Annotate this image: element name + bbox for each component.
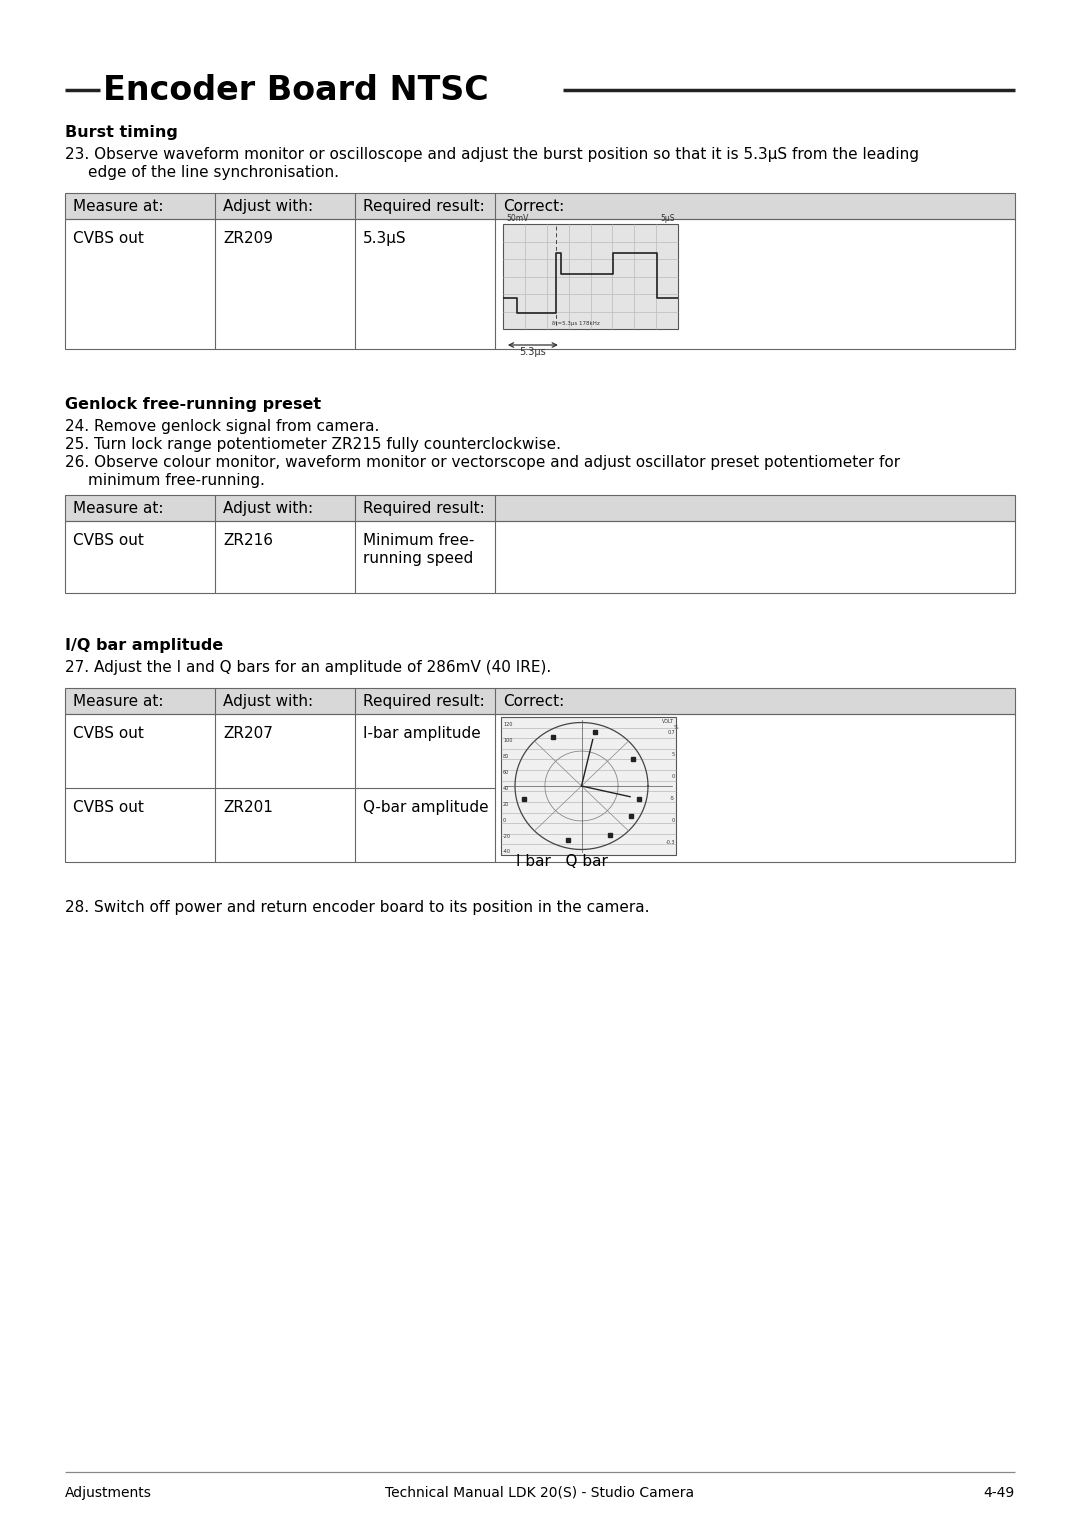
Text: 5: 5	[672, 752, 675, 756]
Text: 80: 80	[503, 755, 510, 759]
Text: 40: 40	[503, 785, 510, 792]
Text: Encoder Board NTSC: Encoder Board NTSC	[103, 73, 489, 107]
Text: minimum free-running.: minimum free-running.	[87, 474, 265, 487]
Bar	[65, 193, 1015, 219]
Text: Measure at:: Measure at:	[73, 199, 163, 214]
Bar	[503, 225, 678, 329]
Text: Adjust with:: Adjust with:	[222, 199, 313, 214]
Text: ZR207: ZR207	[222, 726, 273, 741]
Text: 24. Remove genlock signal from camera.: 24. Remove genlock signal from camera.	[65, 419, 379, 434]
Text: -0.3: -0.3	[665, 840, 675, 845]
Bar	[65, 688, 1015, 714]
Text: ZR216: ZR216	[222, 533, 273, 549]
Text: 0: 0	[672, 817, 675, 822]
Text: Burst timing: Burst timing	[65, 125, 178, 141]
Text: running speed: running speed	[363, 552, 473, 565]
Text: I/Q bar amplitude: I/Q bar amplitude	[65, 639, 224, 652]
Text: Required result:: Required result:	[363, 199, 485, 214]
Text: -40: -40	[503, 850, 511, 854]
Text: ZR209: ZR209	[222, 231, 273, 246]
Text: I-bar amplitude: I-bar amplitude	[363, 726, 481, 741]
Text: CVBS out: CVBS out	[73, 533, 144, 549]
Text: 0: 0	[672, 773, 675, 779]
Text: Genlock free-running preset: Genlock free-running preset	[65, 397, 321, 413]
Text: I bar   Q bar: I bar Q bar	[516, 854, 608, 869]
Text: Minimum free-: Minimum free-	[363, 533, 474, 549]
Text: 23. Observe waveform monitor or oscilloscope and adjust the burst position so th: 23. Observe waveform monitor or oscillos…	[65, 147, 919, 162]
Text: 100: 100	[503, 738, 512, 743]
Text: 0.7: 0.7	[667, 729, 675, 735]
Text: -20: -20	[503, 834, 511, 839]
Text: -5: -5	[670, 796, 675, 801]
Text: 50mV: 50mV	[507, 214, 528, 223]
Text: Adjust with:: Adjust with:	[222, 694, 313, 709]
Text: Required result:: Required result:	[363, 501, 485, 516]
Bar	[65, 219, 1015, 348]
Text: VOLT: VOLT	[662, 720, 674, 724]
Text: Adjust with:: Adjust with:	[222, 501, 313, 516]
Text: Technical Manual LDK 20(S) - Studio Camera: Technical Manual LDK 20(S) - Studio Came…	[386, 1487, 694, 1500]
Text: Correct:: Correct:	[503, 199, 564, 214]
Text: 25. Turn lock range potentiometer ZR215 fully counterclockwise.: 25. Turn lock range potentiometer ZR215 …	[65, 437, 561, 452]
Text: CVBS out: CVBS out	[73, 726, 144, 741]
Bar	[65, 521, 1015, 593]
Text: CVBS out: CVBS out	[73, 231, 144, 246]
Text: Q-bar amplitude: Q-bar amplitude	[363, 801, 488, 814]
Text: 120: 120	[503, 723, 512, 727]
Text: Required result:: Required result:	[363, 694, 485, 709]
Text: 27. Adjust the I and Q bars for an amplitude of 286mV (40 IRE).: 27. Adjust the I and Q bars for an ampli…	[65, 660, 551, 675]
Text: 28. Switch off power and return encoder board to its position in the camera.: 28. Switch off power and return encoder …	[65, 900, 649, 915]
Text: CVBS out: CVBS out	[73, 801, 144, 814]
Text: %: %	[674, 724, 678, 730]
Text: Adjustments: Adjustments	[65, 1487, 152, 1500]
Bar	[65, 714, 1015, 862]
Text: ZR201: ZR201	[222, 801, 273, 814]
Text: Correct:: Correct:	[503, 694, 564, 709]
Text: Measure at:: Measure at:	[73, 694, 163, 709]
Text: 4-49: 4-49	[984, 1487, 1015, 1500]
Text: δt=5.3μs 178kHz: δt=5.3μs 178kHz	[552, 321, 599, 325]
Text: Measure at:: Measure at:	[73, 501, 163, 516]
Text: 5.3μS: 5.3μS	[363, 231, 407, 246]
Bar	[65, 495, 1015, 521]
Text: 5μS: 5μS	[660, 214, 675, 223]
Text: 26. Observe colour monitor, waveform monitor or vectorscope and adjust oscillato: 26. Observe colour monitor, waveform mon…	[65, 455, 900, 471]
Bar	[501, 717, 676, 856]
Text: 60: 60	[503, 770, 510, 775]
Text: edge of the line synchronisation.: edge of the line synchronisation.	[87, 165, 339, 180]
Text: 20: 20	[503, 802, 510, 807]
Text: 5.3μs: 5.3μs	[519, 347, 546, 358]
Text: 0: 0	[503, 817, 507, 822]
